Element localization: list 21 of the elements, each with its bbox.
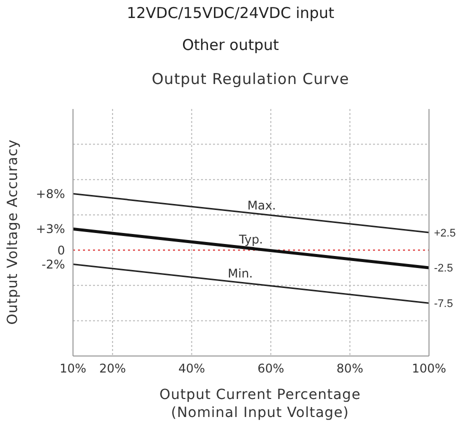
series-label: Max. [247, 198, 276, 212]
text: Other output [181, 36, 280, 54]
x-tick-label: 60% [257, 362, 284, 376]
y-axis-title: Output Voltage Accuracy [5, 139, 21, 325]
series-label: Typ. [238, 232, 263, 246]
y-tick-label: +8% [36, 186, 65, 201]
y-tick-label: +3% [36, 222, 65, 236]
y2-tick-label: -7.5 [434, 298, 453, 310]
text: 12VDC/15VDC/24VDC input [126, 4, 336, 22]
y2-tick-label: -2.5 [434, 262, 453, 275]
x-tick-label: 40% [178, 362, 206, 376]
x-tick-label: 100% [412, 362, 446, 376]
x-axis-title: Output Current Percentage (Nominal Input Voltage) [158, 386, 362, 422]
y-tick-label: 0 [57, 243, 65, 258]
series-label: Min. [228, 266, 253, 280]
x-tick-label: 20% [99, 362, 126, 376]
chart-title: Output Regulation Curve [150, 70, 350, 88]
x-tick-label: 80% [336, 362, 364, 376]
y2-tick-label: +2.5 [434, 227, 456, 240]
y-tick-label: -2% [42, 258, 65, 272]
x-tick-label: 10% [60, 362, 86, 376]
